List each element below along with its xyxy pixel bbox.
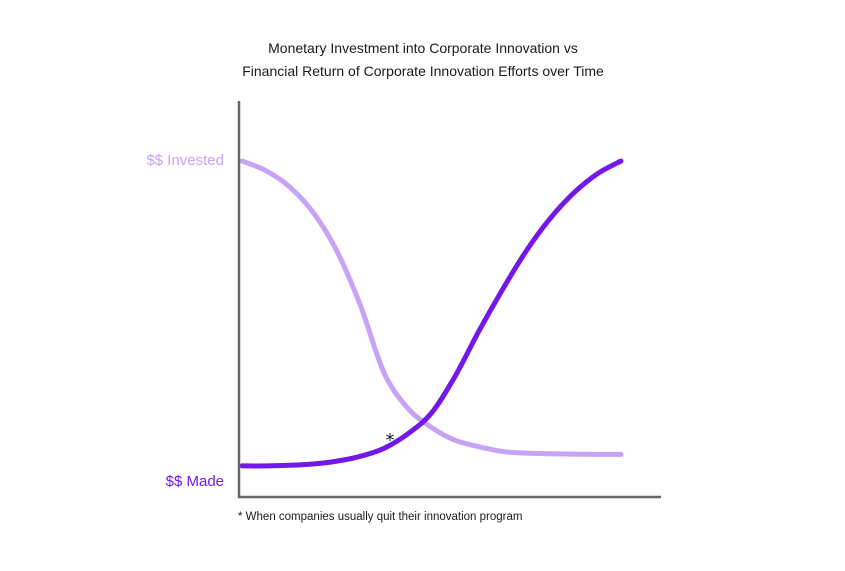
- series-layer: [239, 158, 624, 469]
- series-label-invested: $$ Invested: [146, 152, 224, 169]
- series-line-invested: [239, 158, 624, 457]
- quit-point-marker: *: [386, 430, 395, 451]
- chart-title-line-1: Monetary Investment into Corporate Innov…: [268, 40, 578, 56]
- series-label-made: $$ Made: [166, 473, 224, 490]
- chart-title-line-2: Financial Return of Corporate Innovation…: [242, 63, 604, 79]
- footnote: * When companies usually quit their inno…: [238, 511, 522, 523]
- series-line-made: [239, 158, 624, 469]
